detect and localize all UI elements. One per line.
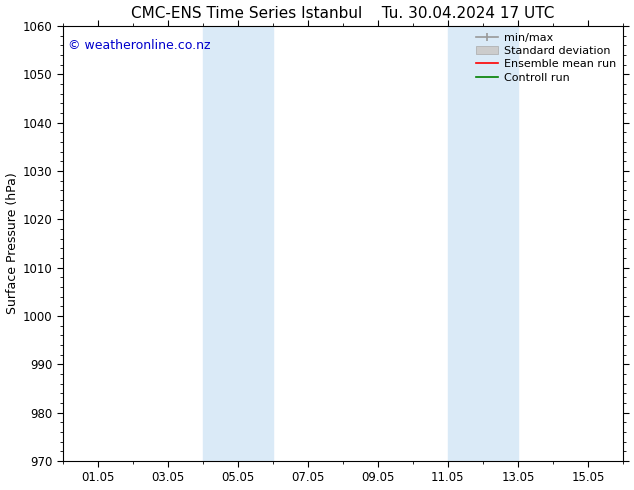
Bar [203,26,273,461]
Text: © weatheronline.co.nz: © weatheronline.co.nz [68,39,211,52]
Title: CMC-ENS Time Series Istanbul    Tu. 30.04.2024 17 UTC: CMC-ENS Time Series Istanbul Tu. 30.04.2… [131,5,555,21]
Legend: min/max, Standard deviation, Ensemble mean run, Controll run: min/max, Standard deviation, Ensemble me… [472,28,621,87]
Bar [448,26,518,461]
Y-axis label: Surface Pressure (hPa): Surface Pressure (hPa) [6,172,18,314]
